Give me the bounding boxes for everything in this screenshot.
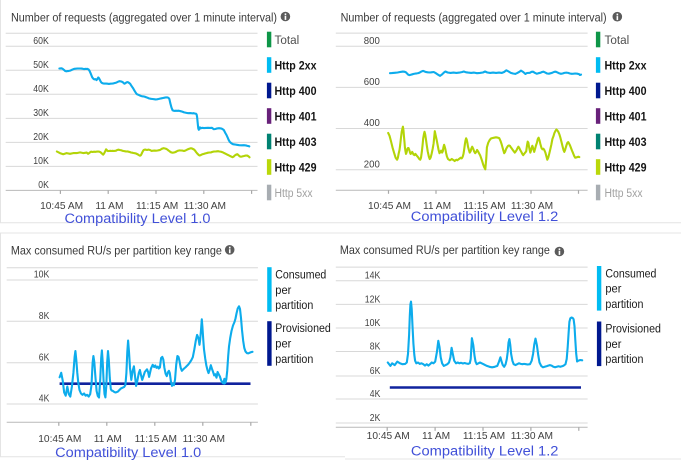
svg-text:Http 400: Http 400: [605, 84, 647, 98]
svg-text:11 AM: 11 AM: [423, 201, 451, 212]
svg-text:Number of requests (aggregated: Number of requests (aggregated over 1 mi…: [341, 10, 607, 24]
svg-text:11 AM: 11 AM: [95, 201, 123, 212]
svg-text:Http 429: Http 429: [275, 160, 317, 174]
svg-text:6K: 6K: [39, 352, 50, 363]
svg-text:Total: Total: [275, 33, 300, 47]
svg-text:Http 400: Http 400: [275, 84, 317, 98]
svg-text:4K: 4K: [370, 389, 381, 400]
svg-text:Http 5xx: Http 5xx: [275, 186, 314, 200]
svg-text:Http 401: Http 401: [605, 109, 647, 123]
svg-text:11:30 AM: 11:30 AM: [184, 201, 226, 212]
svg-text:10K: 10K: [34, 270, 50, 281]
svg-text:30K: 30K: [33, 108, 49, 119]
svg-text:Http 2xx: Http 2xx: [605, 58, 647, 72]
svg-text:0K: 0K: [38, 180, 49, 191]
svg-text:10:45 AM: 10:45 AM: [368, 201, 411, 212]
svg-text:partition: partition: [605, 352, 643, 366]
svg-text:Number of requests (aggregated: Number of requests (aggregated over 1 mi…: [11, 10, 277, 24]
svg-text:Http 403: Http 403: [275, 135, 317, 149]
svg-text:20K: 20K: [33, 132, 49, 143]
svg-text:Consumed: Consumed: [605, 266, 656, 280]
svg-text:10:45 AM: 10:45 AM: [38, 434, 81, 445]
svg-text:Http 5xx: Http 5xx: [605, 186, 644, 200]
svg-text:Http 2xx: Http 2xx: [275, 58, 317, 72]
svg-text:800: 800: [364, 36, 380, 47]
svg-text:50K: 50K: [33, 60, 49, 71]
svg-text:Max consumed RU/s per partitio: Max consumed RU/s per partition key rang…: [11, 244, 222, 258]
svg-text:Http 401: Http 401: [275, 109, 317, 123]
svg-text:Compatibility Level 1.0: Compatibility Level 1.0: [65, 211, 211, 226]
svg-text:partition: partition: [275, 298, 313, 312]
svg-text:4K: 4K: [39, 394, 50, 405]
svg-text:2K: 2K: [370, 413, 381, 424]
svg-text:8K: 8K: [39, 311, 50, 322]
svg-text:Total: Total: [605, 33, 630, 47]
svg-text:10K: 10K: [33, 156, 49, 167]
svg-text:60K: 60K: [33, 36, 49, 47]
svg-text:Compatibility Level 1.0: Compatibility Level 1.0: [55, 445, 201, 460]
svg-text:Compatibility Level 1.2: Compatibility Level 1.2: [411, 209, 559, 224]
svg-text:11:15 AM: 11:15 AM: [135, 434, 177, 445]
svg-text:12K: 12K: [365, 294, 381, 305]
svg-text:600: 600: [364, 77, 380, 88]
svg-text:11:30 AM: 11:30 AM: [183, 434, 225, 445]
svg-text:per: per: [275, 337, 291, 351]
svg-text:11:30 AM: 11:30 AM: [511, 431, 553, 442]
svg-text:11:15 AM: 11:15 AM: [136, 201, 178, 212]
svg-text:11 AM: 11 AM: [94, 434, 122, 445]
svg-text:6K: 6K: [370, 366, 381, 377]
svg-text:partition: partition: [275, 352, 313, 366]
svg-text:11:15 AM: 11:15 AM: [463, 201, 505, 212]
svg-text:8K: 8K: [370, 342, 381, 353]
svg-text:Http 429: Http 429: [605, 160, 647, 174]
svg-text:Max consumed RU/s per partitio: Max consumed RU/s per partition key rang…: [340, 243, 550, 257]
svg-text:11 AM: 11 AM: [422, 431, 450, 442]
svg-text:10:45 AM: 10:45 AM: [40, 201, 83, 212]
svg-text:per: per: [275, 283, 291, 297]
svg-text:11:30 AM: 11:30 AM: [511, 201, 553, 212]
svg-text:Compatibility Level 1.2: Compatibility Level 1.2: [411, 444, 559, 459]
svg-text:14K: 14K: [365, 271, 381, 282]
svg-text:per: per: [605, 337, 621, 351]
svg-text:200: 200: [364, 159, 380, 170]
svg-text:400: 400: [364, 118, 380, 129]
svg-text:Provisioned: Provisioned: [605, 321, 661, 335]
svg-text:11:15 AM: 11:15 AM: [463, 431, 505, 442]
svg-text:Consumed: Consumed: [275, 268, 326, 282]
svg-text:10K: 10K: [365, 318, 381, 329]
svg-text:40K: 40K: [33, 84, 49, 95]
svg-text:partition: partition: [605, 297, 643, 311]
svg-text:10:45 AM: 10:45 AM: [367, 431, 410, 442]
svg-text:Http 403: Http 403: [605, 135, 647, 149]
svg-text:per: per: [605, 282, 621, 296]
svg-text:Provisioned: Provisioned: [275, 321, 331, 335]
